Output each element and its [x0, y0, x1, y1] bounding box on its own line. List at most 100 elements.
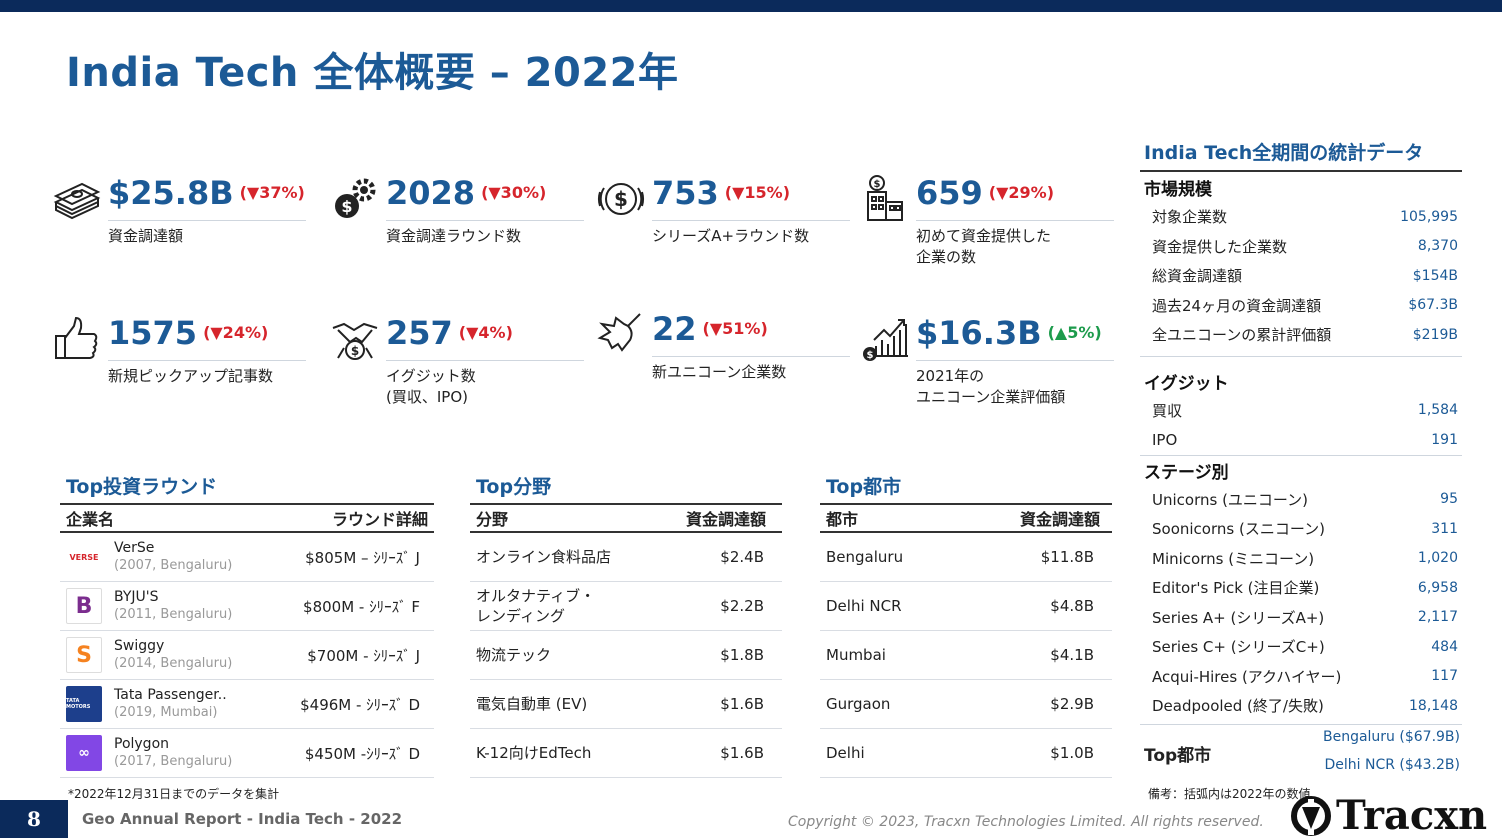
divider: [916, 220, 1114, 221]
top-accent-bar: [0, 0, 1502, 12]
metric-number: $25.8B: [108, 174, 234, 212]
divider: [652, 356, 850, 357]
header-funding: 資金調達額: [685, 510, 766, 529]
table-header: 都市 資金調達額: [820, 503, 1112, 533]
stats-item: 資金提供した企業数 8,370: [1140, 232, 1462, 262]
company-cell: ∞ Polygon (2017, Bengaluru): [66, 735, 232, 771]
metric-change: (▼4%): [458, 323, 513, 342]
round-detail: $496M - ｼﾘｰｽﾞ D: [300, 695, 420, 714]
company-name: VerSe: [114, 540, 155, 556]
page-number: 8: [0, 800, 68, 838]
top-city-summary: Top都市 Bengaluru ($67.9B) Delhi NCR ($43.…: [1140, 724, 1462, 782]
header-company: 企業名: [66, 510, 115, 529]
company-name: Tata Passenger..: [114, 687, 227, 703]
row-label: オルタナティブ・ レンディング: [476, 587, 596, 625]
round-detail: $805M – ｼﾘｰｽﾞ J: [305, 548, 420, 567]
table-row: ∞ Polygon (2017, Bengaluru) $450M -ｼﾘｰｽﾞ D: [60, 729, 434, 778]
metric-label: 資金調達額: [108, 227, 184, 245]
table-row: Gurgaon $2.9B: [820, 680, 1112, 729]
row-value: $4.8B: [1050, 597, 1094, 615]
divider: [386, 360, 584, 361]
cash-stack-icon: [52, 174, 102, 224]
metric-label: 資金調達ラウンド数: [386, 227, 522, 245]
metric-number: 1575: [108, 314, 198, 352]
company-logo: S: [66, 637, 102, 673]
stats-item-label: 総資金調達額: [1152, 267, 1243, 286]
table-row: B BYJU'S (2011, Bengaluru) $800M - ｼﾘｰｽﾞ F: [60, 582, 434, 631]
stats-item-label: IPO: [1152, 430, 1178, 449]
stats-item-label: Minicorns (ミニコーン): [1152, 549, 1315, 568]
stats-item: Deadpooled (終了/失敗) 18,148: [1140, 691, 1462, 721]
stats-item-value: 117: [1431, 668, 1458, 685]
stats-item-value: 105,995: [1400, 208, 1458, 225]
stats-item-value: 311: [1431, 520, 1458, 537]
stats-item: Acqui-Hires (アクハイヤー) 117: [1140, 662, 1462, 692]
table-row: K-12向けEdTech $1.6B: [470, 729, 782, 778]
row-value: $2.4B: [720, 548, 764, 566]
svg-text:$: $: [867, 350, 874, 361]
stats-item-label: Editor's Pick (注目企業): [1152, 579, 1320, 598]
stats-item-label: 対象企業数: [1152, 208, 1228, 227]
stats-item: 全ユニコーンの累計評価額 $219B: [1140, 320, 1462, 350]
top-cities-table: 都市 資金調達額 Bengaluru $11.8B Delhi NCR $4.8B Mu…: [820, 503, 1112, 778]
row-label: 物流テック: [476, 646, 552, 664]
row-label: 電気自動車 (EV): [476, 695, 588, 713]
table-row: TATA MOTORS Tata Passenger.. (2019, Mumbai…: [60, 680, 434, 729]
stats-item-label: Series A+ (シリーズA+): [1152, 608, 1325, 627]
stats-item-value: $67.3B: [1408, 297, 1458, 314]
row-label: Gurgaon: [826, 695, 891, 713]
row-value: $2.2B: [720, 597, 764, 615]
row-value: $1.0B: [1050, 744, 1094, 762]
metric-change: (▼15%): [724, 183, 791, 202]
header-round-detail: ラウンド詳細: [331, 510, 428, 529]
stats-item-label: Series C+ (シリーズC+): [1152, 638, 1325, 657]
company-cell: VERSE VerSe (2007, Bengaluru): [66, 539, 232, 575]
divider: [1140, 170, 1462, 172]
divider: [386, 220, 584, 221]
stats-item-value: 1,020: [1417, 550, 1458, 567]
company-logo: VERSE: [66, 539, 102, 575]
stats-item: Soonicorns (スニコーン) 311: [1140, 514, 1462, 544]
stats-item-label: Deadpooled (終了/失敗): [1152, 697, 1324, 716]
row-value: $1.8B: [720, 646, 764, 664]
metric-number: 2028: [386, 174, 476, 212]
stats-item-label: Acqui-Hires (アクハイヤー): [1152, 667, 1342, 686]
table-row: オンライン食料品店 $2.4B: [470, 533, 782, 582]
metric-value: 2028 (▼30%): [386, 174, 546, 212]
company-founded: (2014, Bengaluru): [114, 656, 233, 671]
round-detail: $800M - ｼﾘｰｽﾞ F: [303, 597, 420, 616]
company-founded: (2007, Bengaluru): [114, 558, 233, 573]
company-name: Polygon: [114, 736, 170, 752]
row-value: $11.8B: [1040, 548, 1094, 566]
stats-title: India Tech全期間の統計データ: [1144, 142, 1424, 164]
metric-change: (▼37%): [239, 183, 305, 202]
table-row: オルタナティブ・ レンディング $2.2B: [470, 582, 782, 631]
stats-item: Series C+ (シリーズC+) 484: [1140, 632, 1462, 662]
stats-item: Minicorns (ミニコーン) 1,020: [1140, 544, 1462, 574]
stats-item: 対象企業数 105,995: [1140, 202, 1462, 232]
stats-item-label: 資金提供した企業数: [1152, 237, 1288, 256]
svg-text:$: $: [351, 344, 359, 358]
top-rounds-table: 企業名 ラウンド詳細 VERSE VerSe (2007, Bengaluru) $8…: [60, 503, 434, 778]
brand-name: Tracxn: [1336, 792, 1488, 838]
metric-value: $25.8B (▼37%): [108, 174, 305, 212]
metric-number: 659: [916, 174, 983, 212]
metric-value: 753 (▼15%): [652, 174, 790, 212]
metric-change: (▼29%): [988, 183, 1055, 202]
stats-item-value: $154B: [1412, 267, 1458, 284]
stats-item-label: 全ユニコーンの累計評価額: [1152, 326, 1332, 345]
divider: [652, 220, 850, 221]
round-detail: $700M - ｼﾘｰｽﾞ J: [307, 646, 420, 665]
metric-change: (▼24%): [203, 323, 269, 342]
metric-value: $16.3B (▲5%): [916, 314, 1102, 352]
top-sectors-title: Top分野: [476, 476, 552, 498]
top-rounds-title: Top投資ラウンド: [66, 476, 218, 498]
metric-change: (▲5%): [1047, 323, 1102, 342]
metric-number: 257: [386, 314, 453, 352]
header-funding: 資金調達額: [1019, 510, 1100, 529]
row-label: Mumbai: [826, 646, 886, 664]
stats-item: Editor's Pick (注目企業) 6,958: [1140, 573, 1462, 603]
company-logo: TATA MOTORS: [66, 686, 102, 722]
company-name: BYJU'S: [114, 589, 159, 605]
row-value: $2.9B: [1050, 695, 1094, 713]
